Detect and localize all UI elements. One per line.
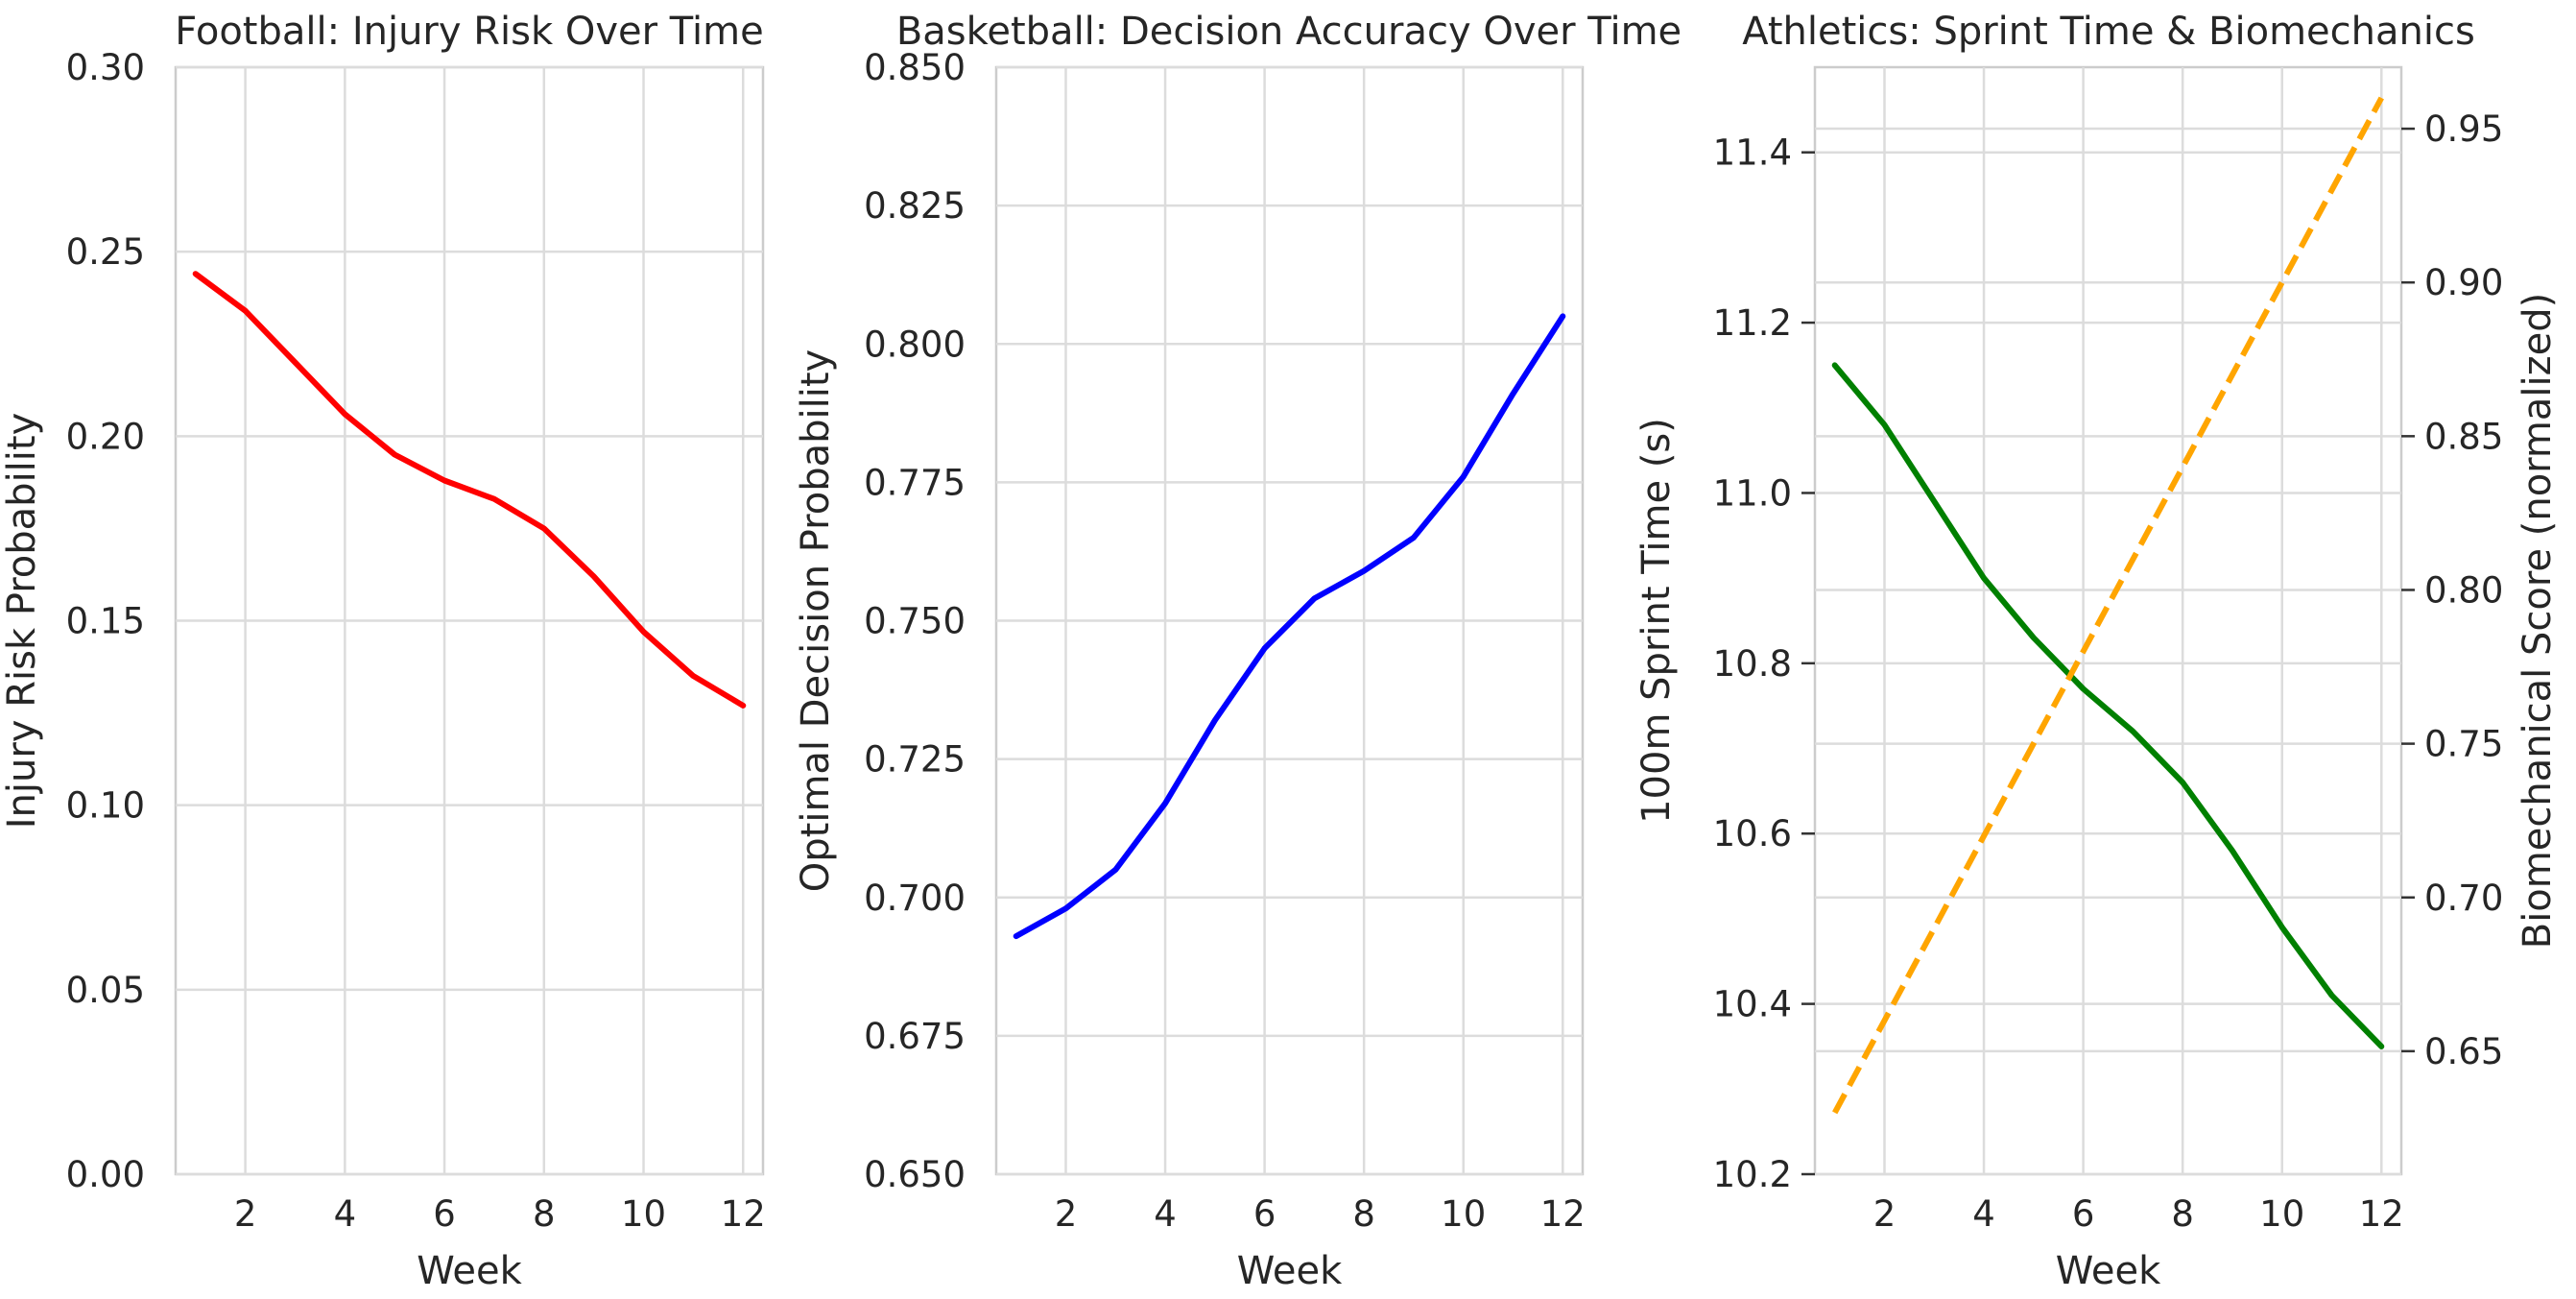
x-tick-label: 12 bbox=[1540, 1193, 1586, 1235]
series-line-100m-sprint-time bbox=[1831, 362, 2385, 1049]
chart-title: Athletics: Sprint Time & Biomechanics bbox=[1742, 10, 2475, 54]
x-tick-label: 2 bbox=[1055, 1193, 1078, 1235]
y-tick-label: 0.10 bbox=[66, 785, 145, 827]
y-tick-label: 10.2 bbox=[1713, 1154, 1792, 1195]
y-tick-label: 0.775 bbox=[864, 462, 966, 503]
x-tick-label: 12 bbox=[721, 1193, 766, 1235]
x-tick-label: 8 bbox=[1352, 1193, 1375, 1235]
y-axis-label: 100m Sprint Time (s) bbox=[1634, 418, 1679, 824]
y-tick-label: 0.05 bbox=[66, 970, 145, 1011]
x-tick-label: 6 bbox=[433, 1193, 456, 1235]
x-tick-label: 10 bbox=[2259, 1193, 2304, 1235]
x-tick-label: 10 bbox=[621, 1193, 666, 1235]
y-tick-label: 0.20 bbox=[66, 416, 145, 457]
x-axis-label: Week bbox=[1237, 1249, 1343, 1293]
x-tick-label: 4 bbox=[1972, 1193, 1995, 1235]
y-tick-label: 10.8 bbox=[1713, 643, 1792, 685]
series-line-biomechanical-score bbox=[1832, 96, 2384, 1115]
series-line-decision-accuracy bbox=[1013, 313, 1566, 940]
x-tick-label: 2 bbox=[234, 1193, 257, 1235]
y-tick-label: 0.650 bbox=[864, 1154, 966, 1195]
chart-title: Football: Injury Risk Over Time bbox=[175, 10, 763, 54]
x-axis-label: Week bbox=[2056, 1249, 2161, 1293]
y-tick-label: 0.675 bbox=[864, 1016, 966, 1057]
y-tick-label: 0.25 bbox=[66, 231, 145, 273]
plot-area-3 bbox=[1813, 65, 2403, 1176]
x-axis-label: Week bbox=[417, 1249, 522, 1293]
x-tick-label: 6 bbox=[2072, 1193, 2095, 1235]
chart-title: Basketball: Decision Accuracy Over Time bbox=[896, 10, 1682, 54]
x-tick-label: 12 bbox=[2359, 1193, 2404, 1235]
y-tick-label: 0.725 bbox=[864, 739, 966, 781]
y-right-tick-label: 0.90 bbox=[2424, 262, 2503, 303]
y-axis-label: Optimal Decision Probability bbox=[794, 349, 838, 892]
x-tick-label: 6 bbox=[1253, 1193, 1276, 1235]
y-right-tick-label: 0.65 bbox=[2424, 1031, 2503, 1072]
x-tick-label: 4 bbox=[334, 1193, 357, 1235]
y-right-tick-label: 0.75 bbox=[2424, 724, 2503, 765]
y-tick-label: 0.825 bbox=[864, 185, 966, 227]
y-tick-label: 0.800 bbox=[864, 324, 966, 365]
x-tick-label: 2 bbox=[1873, 1193, 1896, 1235]
x-tick-label: 10 bbox=[1441, 1193, 1486, 1235]
x-tick-label: 8 bbox=[2171, 1193, 2194, 1235]
y-tick-label: 10.4 bbox=[1713, 984, 1792, 1025]
y-tick-label: 10.6 bbox=[1713, 813, 1792, 854]
y-axis-right-label: Biomechanical Score (normalized) bbox=[2516, 293, 2560, 949]
y-right-tick-label: 0.95 bbox=[2424, 108, 2503, 150]
y-right-tick-label: 0.80 bbox=[2424, 569, 2503, 611]
y-tick-label: 11.0 bbox=[1713, 472, 1792, 514]
y-tick-label: 11.4 bbox=[1713, 132, 1792, 174]
y-tick-label: 11.2 bbox=[1713, 302, 1792, 344]
y-tick-label: 0.30 bbox=[66, 47, 145, 88]
y-tick-label: 0.850 bbox=[864, 47, 966, 88]
x-tick-label: 4 bbox=[1154, 1193, 1177, 1235]
y-tick-label: 0.00 bbox=[66, 1154, 145, 1195]
y-tick-label: 0.700 bbox=[864, 878, 966, 919]
y-tick-label: 0.750 bbox=[864, 601, 966, 642]
y-right-tick-label: 0.70 bbox=[2424, 878, 2503, 919]
series-line-injury-risk bbox=[192, 271, 747, 709]
x-tick-label: 8 bbox=[533, 1193, 556, 1235]
y-right-tick-label: 0.85 bbox=[2424, 416, 2503, 457]
y-tick-label: 0.15 bbox=[66, 601, 145, 642]
y-axis-label: Injury Risk Probability bbox=[0, 413, 44, 830]
